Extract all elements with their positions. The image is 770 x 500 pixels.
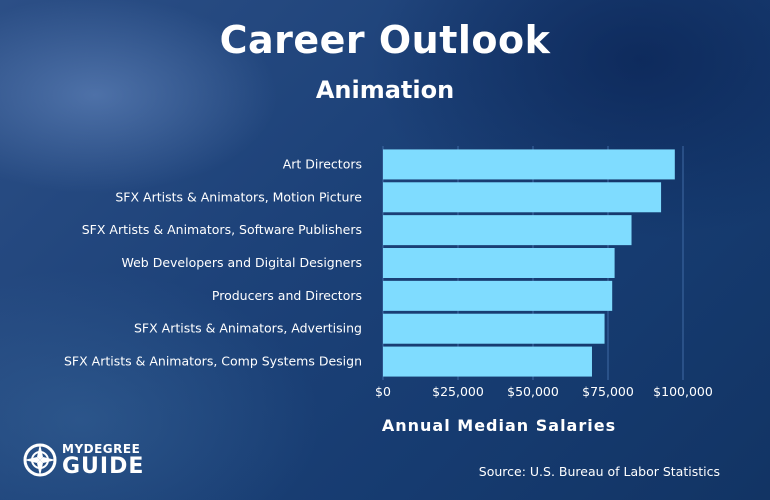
- category-label: SFX Artists & Animators, Software Publis…: [82, 222, 362, 237]
- chart-subtitle: Animation: [315, 76, 455, 104]
- bar: [383, 149, 675, 180]
- category-label: SFX Artists & Animators, Comp Systems De…: [64, 354, 362, 369]
- bar: [383, 215, 632, 246]
- x-tick-label: $100,000: [653, 384, 713, 399]
- x-tick-label: $25,000: [432, 384, 484, 399]
- x-axis-label: Annual Median Salaries: [381, 416, 617, 435]
- bar: [383, 182, 662, 213]
- bar: [383, 346, 592, 377]
- logo-text-bottom: GUIDE: [62, 454, 145, 479]
- x-tick-label: $50,000: [507, 384, 559, 399]
- category-label: Art Directors: [283, 156, 362, 171]
- x-tick-label: $0: [375, 384, 391, 399]
- bar: [383, 248, 615, 278]
- category-label: SFX Artists & Animators, Motion Picture: [115, 189, 362, 204]
- category-label: SFX Artists & Animators, Advertising: [134, 321, 362, 336]
- bar: [383, 313, 605, 344]
- chart-title: Career Outlook: [219, 18, 551, 62]
- category-label: Web Developers and Digital Designers: [121, 255, 362, 270]
- compass-logo-icon: [23, 443, 57, 477]
- x-tick-label: $75,000: [582, 384, 634, 399]
- source-note: Source: U.S. Bureau of Labor Statistics: [478, 464, 720, 479]
- mydegreeguide-logo: MYDEGREE GUIDE: [20, 440, 150, 484]
- category-label: Producers and Directors: [212, 288, 362, 303]
- logo-text-top: MYDEGREE: [62, 442, 141, 456]
- bar: [383, 280, 613, 311]
